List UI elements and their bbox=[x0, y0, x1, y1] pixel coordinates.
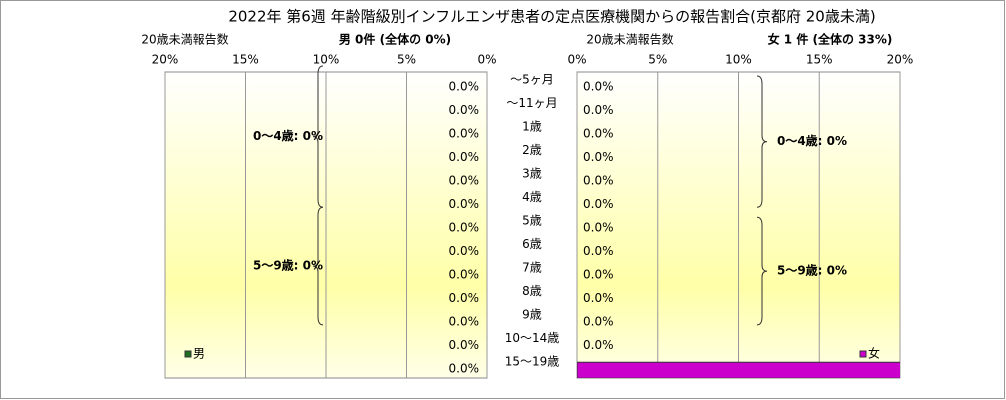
value-label: 0.0% bbox=[583, 315, 614, 329]
value-label: 0.0% bbox=[449, 291, 480, 305]
annotation: 0〜4歳: 0% bbox=[253, 128, 323, 143]
category-label: 4歳 bbox=[522, 190, 542, 204]
value-label: 0.0% bbox=[583, 173, 614, 187]
value-label: 0.0% bbox=[449, 244, 480, 258]
value-label: 0.0% bbox=[583, 79, 614, 93]
category-label: 8歳 bbox=[522, 284, 542, 298]
value-label: 0.0% bbox=[449, 150, 480, 164]
x-tick-label: 20% bbox=[152, 53, 179, 67]
value-label: 0.0% bbox=[449, 126, 480, 140]
bar bbox=[577, 361, 900, 378]
value-label: 0.0% bbox=[583, 268, 614, 282]
x-tick-label: 5% bbox=[648, 53, 667, 67]
x-tick-label: 0% bbox=[477, 53, 496, 67]
bracket bbox=[312, 65, 324, 208]
panel-heading: 女 1 件 (全体の 33%) bbox=[768, 32, 893, 47]
category-label: 1歳 bbox=[522, 119, 542, 133]
annotation: 5〜9歳: 0% bbox=[253, 258, 323, 273]
category-label: 6歳 bbox=[522, 237, 542, 251]
category-label: 10〜14歳 bbox=[505, 331, 560, 345]
bracket bbox=[312, 206, 324, 326]
bracket bbox=[756, 75, 768, 208]
value-label: 0.0% bbox=[583, 338, 614, 352]
legend-label: 女 bbox=[868, 346, 880, 361]
category-label: 〜11ヶ月 bbox=[506, 96, 557, 110]
category-label: 〜5ヶ月 bbox=[510, 72, 554, 86]
category-label: 7歳 bbox=[522, 261, 542, 275]
category-label: 15〜19歳 bbox=[505, 355, 560, 369]
x-tick-label: 5% bbox=[397, 53, 416, 67]
value-label: 0.0% bbox=[583, 244, 614, 258]
x-tick-label: 10% bbox=[725, 53, 752, 67]
value-label: 0.0% bbox=[449, 103, 480, 117]
annotation: 0〜4歳: 0% bbox=[777, 133, 847, 148]
value-label: 0.0% bbox=[583, 197, 614, 211]
chart-title: 2022年 第6週 年齢階級別インフルエンザ患者の定点医療機関からの報告割合(京… bbox=[228, 8, 875, 26]
value-label: 0.0% bbox=[583, 150, 614, 164]
annotation: 5〜9歳: 0% bbox=[777, 263, 847, 278]
category-label: 9歳 bbox=[522, 308, 542, 322]
value-label: 0.0% bbox=[449, 315, 480, 329]
panel-heading: 男 0件 (全体の 0%) bbox=[339, 32, 451, 47]
value-label: 0.0% bbox=[583, 126, 614, 140]
category-label: 5歳 bbox=[522, 214, 542, 228]
x-tick-label: 10% bbox=[313, 53, 340, 67]
x-tick-label: 15% bbox=[232, 53, 259, 67]
value-label: 0.0% bbox=[449, 268, 480, 282]
subtitle: 20歳未満報告数 bbox=[141, 32, 228, 47]
value-label: 0.0% bbox=[583, 221, 614, 235]
x-tick-label: 20% bbox=[887, 53, 914, 67]
x-tick-label: 15% bbox=[806, 53, 833, 67]
category-label: 3歳 bbox=[522, 166, 542, 180]
value-label: 0.0% bbox=[583, 103, 614, 117]
bars bbox=[577, 361, 900, 378]
value-label: 0.0% bbox=[449, 221, 480, 235]
subtitle: 20歳未満報告数 bbox=[586, 32, 673, 47]
value-label: 0.0% bbox=[449, 338, 480, 352]
x-tick-label: 0% bbox=[567, 53, 586, 67]
bracket bbox=[756, 216, 768, 326]
value-label: 0.0% bbox=[449, 362, 480, 376]
value-label: 0.0% bbox=[449, 173, 480, 187]
legend-swatch bbox=[184, 350, 192, 358]
category-label: 2歳 bbox=[522, 143, 542, 157]
legend-label: 男 bbox=[193, 347, 205, 361]
value-label: 0.0% bbox=[449, 197, 480, 211]
legend-swatch bbox=[859, 350, 867, 358]
value-label: 0.0% bbox=[449, 79, 480, 93]
value-label: 0.0% bbox=[583, 291, 614, 305]
